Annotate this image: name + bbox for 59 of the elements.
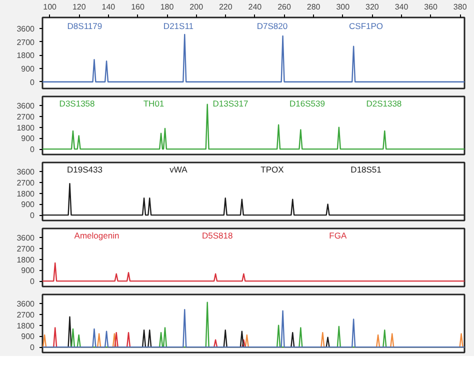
y-tick-label: 1800 — [16, 321, 36, 330]
x-tick-label: 260 — [278, 2, 292, 12]
x-tick-label: 360 — [424, 2, 438, 12]
line-series — [42, 262, 464, 282]
y-tick-label: 1800 — [16, 255, 36, 264]
annotation: D19S433 — [66, 164, 103, 174]
y-tick-label: 3600 — [16, 168, 36, 177]
annotation: D8S1179 — [67, 21, 102, 32]
y-tick-label: 900 — [21, 134, 36, 144]
y-tick-label: 3600 — [16, 24, 36, 34]
x-tick-label: 380 — [453, 2, 468, 12]
x-tick-label: 240 — [248, 2, 262, 12]
y-tick-label: 3600 — [16, 300, 36, 309]
x-tick-label: 180 — [160, 2, 174, 12]
y-tick-label: 2700 — [16, 244, 36, 254]
x-tick-label: 160 — [131, 2, 145, 12]
y-tick-label: 2700 — [16, 112, 36, 122]
y-tick-label: 2700 — [16, 310, 36, 320]
annotation: TPOX — [260, 164, 284, 174]
y-tick-label: 900 — [21, 200, 36, 210]
x-tick-label: 200 — [190, 2, 204, 12]
y-tick-label: 1800 — [16, 51, 36, 60]
y-tick-label: 900 — [21, 64, 36, 74]
y-tick-label: 0 — [30, 211, 36, 220]
y-tick-label: 900 — [21, 266, 36, 276]
x-tick-label: 220 — [218, 2, 233, 12]
y-tick-label: 3600 — [16, 102, 36, 111]
annotation: D5S818 — [202, 230, 233, 240]
x-tick-label: 320 — [366, 2, 380, 12]
y-tick-label: 2700 — [16, 178, 36, 188]
annotation: CSF1PO — [349, 21, 384, 32]
line-series — [42, 34, 464, 82]
annotation: TH01 — [143, 98, 164, 108]
y-tick-label: 0 — [30, 78, 36, 87]
line-series — [42, 309, 464, 348]
y-tick-label: 1800 — [16, 189, 36, 198]
annotation: D13S317 — [212, 98, 248, 108]
x-tick-label: 280 — [306, 2, 321, 12]
annotation: D21S11 — [163, 21, 194, 32]
y-tick-label: 2700 — [16, 38, 36, 47]
x-tick-label: 100 — [43, 2, 58, 12]
x-tick-label: 120 — [72, 2, 86, 12]
y-tick-label: 0 — [30, 145, 36, 154]
y-tick-label: 0 — [30, 343, 36, 352]
y-tick-label: 0 — [30, 277, 36, 286]
annotation: D3S1358 — [59, 98, 96, 108]
y-tick-label: 1800 — [16, 123, 36, 132]
y-tick-label: 3600 — [16, 234, 36, 243]
annotation: vWA — [170, 164, 188, 174]
annotation: D7S820 — [256, 21, 288, 32]
annotation: Amelogenin — [74, 230, 120, 240]
x-tick-label: 140 — [102, 2, 116, 12]
x-tick-label: 340 — [394, 2, 409, 12]
annotation: D18S51 — [350, 164, 382, 174]
annotation: FGA — [329, 230, 347, 240]
annotation: D16S539 — [289, 98, 326, 108]
x-tick-label: 300 — [336, 2, 350, 12]
y-tick-label: 900 — [21, 332, 36, 342]
annotation: D2S1338 — [366, 98, 402, 108]
